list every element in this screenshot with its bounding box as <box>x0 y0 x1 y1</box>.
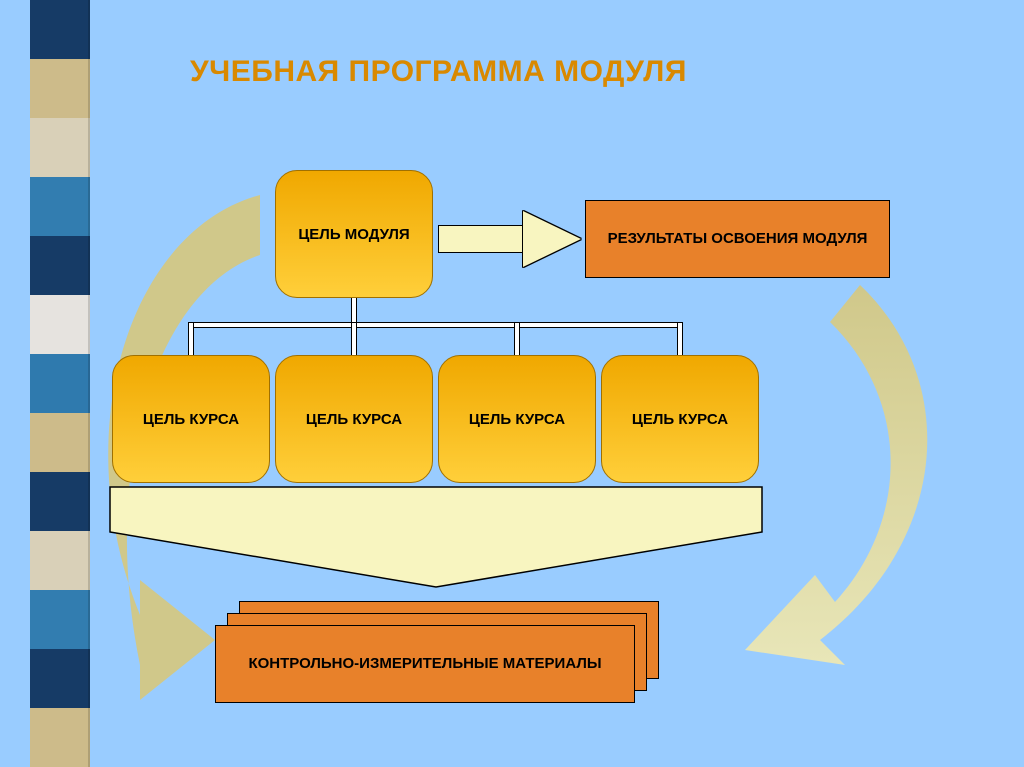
node-materials-label: КОНТРОЛЬНО-ИЗМЕРИТЕЛЬНЫЕ МАТЕРИАЛЫ <box>236 654 613 674</box>
node-materials: КОНТРОЛЬНО-ИЗМЕРИТЕЛЬНЫЕ МАТЕРИАЛЫ <box>215 625 635 703</box>
